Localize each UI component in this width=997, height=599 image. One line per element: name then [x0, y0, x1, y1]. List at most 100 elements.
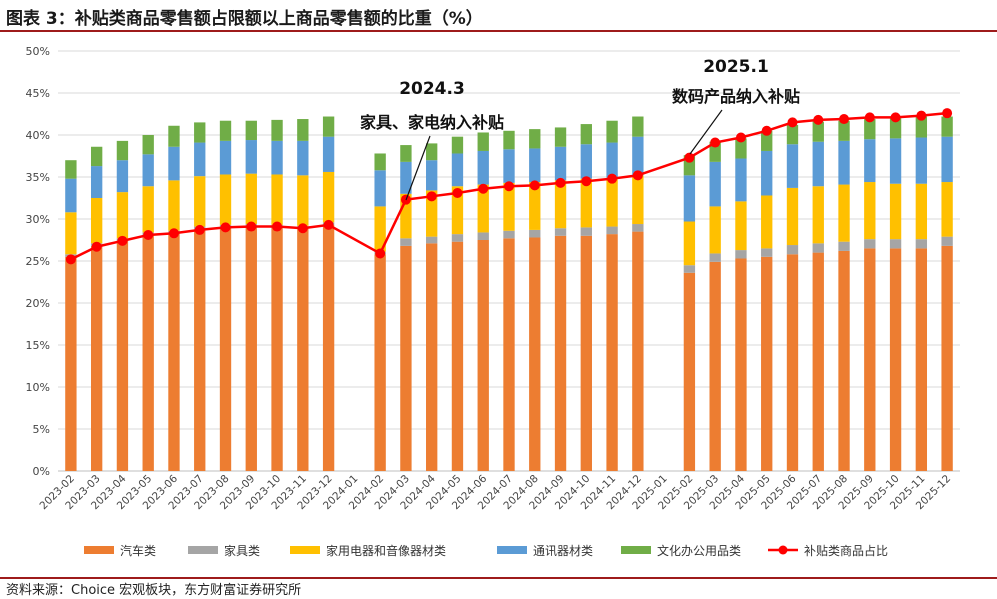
y-tick-label: 5%	[33, 423, 50, 436]
line-point	[246, 221, 257, 232]
line-point	[710, 137, 721, 148]
bar-segment	[426, 160, 438, 191]
legend-label: 家用电器和音像器材类	[326, 543, 446, 558]
figure-title: 图表 3：补贴类商品零售额占限额以上商品零售额的比重（%）	[6, 9, 483, 29]
bar-segment	[915, 183, 928, 240]
bar-segment	[915, 239, 928, 249]
bar-segment	[941, 245, 953, 471]
annotations: 2024.3 家具、家电纳入补贴 2025.1 数码产品纳入补贴	[360, 57, 800, 201]
bar-segment	[168, 125, 180, 147]
bar-segment	[735, 250, 747, 259]
bar-segment	[889, 239, 902, 249]
bar-segment	[400, 238, 412, 246]
bar-segment	[322, 116, 335, 137]
bar-segment	[838, 120, 850, 141]
bar-segment	[297, 228, 309, 471]
bar-segment	[889, 118, 902, 139]
bar-segment	[451, 153, 464, 187]
line-point	[864, 112, 875, 123]
annotation-year-2025-1: 2025.1	[703, 57, 769, 77]
bar-segment	[529, 148, 541, 183]
bar-segment	[761, 195, 773, 249]
bar-segment	[735, 138, 747, 159]
bar-segment	[374, 206, 386, 252]
bar-segment	[400, 161, 412, 194]
legend-label: 家具类	[224, 543, 260, 558]
line-point	[761, 125, 772, 136]
y-tick-label: 15%	[26, 339, 50, 352]
bar-segment	[554, 228, 567, 236]
bar-segment	[142, 186, 154, 233]
line-point	[220, 222, 231, 233]
line-point	[529, 180, 540, 191]
bar-segment	[116, 240, 129, 471]
bar-segment	[451, 241, 464, 471]
bar-segment	[812, 186, 824, 244]
bar-segment	[580, 144, 592, 179]
bar-segment	[142, 154, 154, 187]
bar-segment	[400, 245, 412, 471]
bar-segment	[451, 186, 464, 235]
y-tick-label: 40%	[26, 129, 50, 142]
line-point	[375, 248, 386, 259]
bar-segment	[477, 150, 489, 185]
bar-segment	[683, 272, 696, 471]
line-point	[168, 228, 179, 239]
bar-segment	[322, 224, 335, 471]
y-tick-label: 0%	[33, 465, 50, 478]
bar-segment	[915, 116, 928, 138]
bar-segment	[632, 175, 644, 225]
bar-segment	[864, 119, 876, 140]
bar-segment	[245, 173, 257, 225]
legend: 汽车类 家具类 家用电器和音像器材类 通讯器材类 文化办公用品类 补贴类商品占比	[84, 543, 888, 558]
bar-segment	[915, 248, 928, 471]
bar-segment	[142, 234, 154, 471]
bar-segment	[632, 116, 644, 137]
annotation-label-2025-1: 数码产品纳入补贴	[672, 87, 800, 106]
line-point	[323, 219, 334, 230]
bars	[65, 116, 953, 471]
bar-segment	[168, 180, 180, 231]
bar-segment	[941, 182, 953, 237]
y-tick-label: 25%	[26, 255, 50, 268]
bar-segment	[683, 265, 696, 273]
bar-segment	[426, 236, 438, 244]
bar-segment	[168, 233, 180, 471]
legend-label: 通讯器材类	[533, 544, 593, 558]
bar-segment	[503, 182, 515, 231]
bar-segment	[194, 122, 206, 143]
bar-segment	[812, 252, 824, 471]
line-point	[272, 221, 283, 232]
bar-segment	[219, 140, 232, 175]
bar-segment	[477, 184, 489, 233]
line-point	[555, 177, 566, 188]
bar-segment	[606, 177, 618, 227]
bar-segment	[322, 171, 335, 223]
bar-segment	[941, 236, 953, 246]
bar-segment	[606, 142, 618, 178]
legend-line-marker	[778, 545, 788, 555]
bar-segment	[400, 145, 412, 162]
top-rule	[0, 30, 997, 32]
bar-segment	[838, 250, 850, 471]
line-point	[607, 173, 618, 184]
line-point	[813, 114, 824, 125]
bar-segment	[683, 155, 696, 176]
bar-segment	[426, 190, 438, 237]
line-point	[942, 108, 953, 119]
bar-segment	[580, 178, 592, 228]
line-point	[117, 235, 128, 246]
bar-segment	[477, 132, 489, 151]
bar-segment	[65, 160, 77, 179]
bar-segment	[90, 166, 103, 198]
annotation-leader-2024-3	[405, 135, 431, 201]
bar-segment	[915, 137, 928, 184]
bar-segment	[503, 230, 515, 239]
bar-segment	[786, 187, 799, 246]
y-tick-label: 50%	[26, 45, 50, 58]
line-point	[916, 110, 927, 121]
bar-segment	[606, 234, 618, 471]
bar-segment	[554, 180, 567, 229]
legend-label: 补贴类商品占比	[804, 543, 888, 558]
bar-segment	[786, 245, 799, 255]
